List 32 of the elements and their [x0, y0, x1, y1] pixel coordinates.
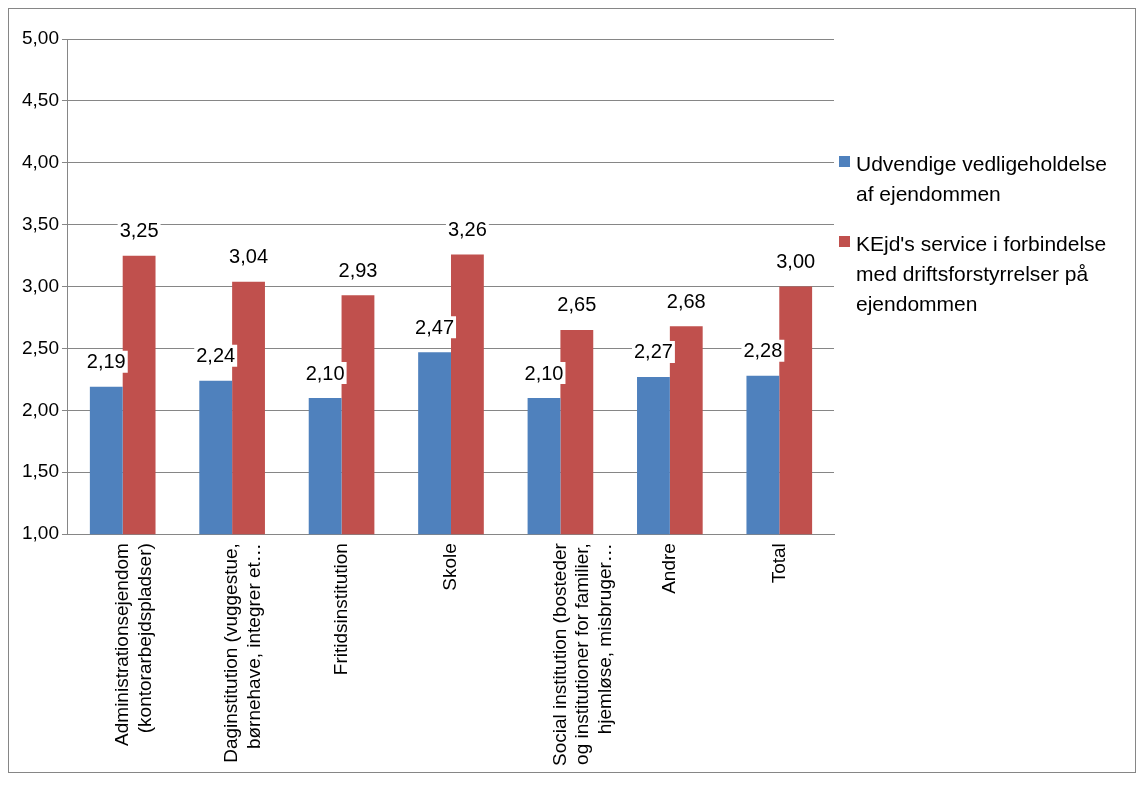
y-tick-label: 3,00: [22, 274, 59, 296]
data-label: 2,10: [524, 361, 564, 384]
y-tick-label: 2,50: [22, 336, 59, 358]
legend-label: KEjd's service i forbindelse med driftsforstyrrelser på ejendommen: [856, 231, 1108, 317]
data-label: 2,24: [196, 344, 236, 367]
x-tick-label: Andre: [658, 543, 680, 594]
data-label: 3,04: [229, 245, 269, 268]
data-label: 3,00: [776, 250, 816, 273]
y-tick-label: 1,50: [22, 460, 59, 482]
y-tick-label: 4,00: [22, 151, 59, 173]
data-label: 3,25: [119, 219, 159, 242]
data-label: 2,27: [633, 340, 673, 363]
y-tick-label: 5,00: [22, 27, 59, 49]
data-label: 2,19: [86, 350, 126, 373]
data-label: 2,68: [666, 289, 706, 312]
data-label: 2,28: [743, 339, 783, 362]
data-label: 2,47: [415, 315, 455, 338]
data-label: 3,26: [447, 217, 487, 240]
x-tick-label: Fritidsinstitution: [329, 543, 351, 676]
x-tick-label: Social institution (bosteder og institutioner for familier, hjemløse, misbruger…: [548, 542, 616, 766]
y-tick-label: 1,00: [22, 522, 59, 544]
data-label: 2,10: [305, 361, 345, 384]
y-tick-label: 2,00: [22, 398, 59, 420]
y-tick-label: 4,50: [22, 89, 59, 111]
data-label: 2,93: [338, 258, 378, 281]
y-tick-label: 3,50: [22, 212, 59, 234]
data-label: 2,65: [557, 293, 597, 316]
x-tick-label: Total: [767, 543, 789, 584]
x-tick-label: Administrationsejendom (kontorarbejdspladser): [110, 543, 155, 746]
x-tick-label: Daginstitution (vuggestue, børnehave, integrer et…: [220, 543, 265, 763]
x-tick-label: Skole: [439, 543, 461, 591]
legend-label: Udvendige vedligeholdelse af ejendommen: [856, 151, 1108, 207]
